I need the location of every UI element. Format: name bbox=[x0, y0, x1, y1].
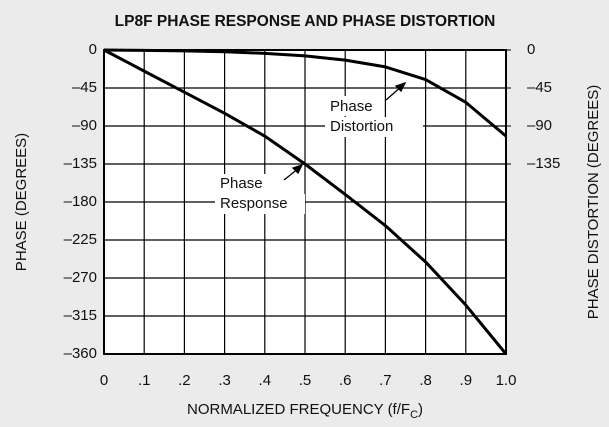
annotation-bg bbox=[215, 194, 305, 214]
x-axis-label-part: ) bbox=[418, 401, 423, 418]
y-tick-label: –360 bbox=[64, 345, 97, 362]
annotation: Phase bbox=[330, 98, 373, 115]
x-axis-label-part: NORMALIZED FREQUENCY (f/F bbox=[187, 401, 410, 418]
x-tick-label: .2 bbox=[178, 372, 191, 389]
y2-tick-label: –135 bbox=[527, 155, 560, 172]
x-tick-label: .6 bbox=[339, 372, 352, 389]
x-tick-label: .9 bbox=[460, 372, 473, 389]
x-tick-label: .4 bbox=[259, 372, 272, 389]
y-tick-label: 0 bbox=[89, 41, 97, 58]
x-tick-label: .7 bbox=[379, 372, 392, 389]
arrowhead bbox=[291, 163, 304, 175]
line bbox=[103, 48, 507, 138]
x-tick-label: .5 bbox=[299, 372, 312, 389]
x-tick-label: .1 bbox=[138, 372, 151, 389]
x-tick-label: 1.0 bbox=[496, 372, 517, 389]
y-tick-label: –180 bbox=[64, 193, 97, 210]
annotation-bg bbox=[325, 117, 423, 137]
y2-tick-label: –90 bbox=[527, 117, 552, 134]
y-tick-label: –135 bbox=[64, 155, 97, 172]
line bbox=[103, 48, 508, 355]
y2-tick-label: –45 bbox=[527, 79, 552, 96]
arrowhead bbox=[394, 81, 407, 93]
x-axis-label-subscript: C bbox=[410, 409, 418, 421]
x-tick-label: .3 bbox=[218, 372, 231, 389]
annotation-bg bbox=[325, 96, 381, 116]
y2-tick-label: 0 bbox=[527, 41, 535, 58]
annotation-bg bbox=[215, 174, 277, 194]
annotation: Phase bbox=[220, 175, 263, 192]
y-tick-label: –315 bbox=[64, 307, 97, 324]
y-tick-label: –45 bbox=[72, 79, 97, 96]
y2-axis-label: PHASE DISTORTION (DEGREES) bbox=[585, 85, 602, 320]
plot-border bbox=[103, 49, 507, 355]
y-tick-label: –270 bbox=[64, 269, 97, 286]
y-tick-label: –225 bbox=[64, 231, 97, 248]
x-tick-label: .8 bbox=[419, 372, 432, 389]
x-axis-label: NORMALIZED FREQUENCY (f/FC) bbox=[187, 401, 423, 421]
y-axis-label: PHASE (DEGREES) bbox=[13, 133, 30, 271]
y-tick-label: –90 bbox=[72, 117, 97, 134]
annotation: Distortion bbox=[330, 118, 393, 135]
annotation: Response bbox=[220, 195, 288, 212]
chart-title: LP8F PHASE RESPONSE AND PHASE DISTORTION bbox=[115, 13, 496, 30]
x-tick-label: 0 bbox=[100, 372, 108, 389]
